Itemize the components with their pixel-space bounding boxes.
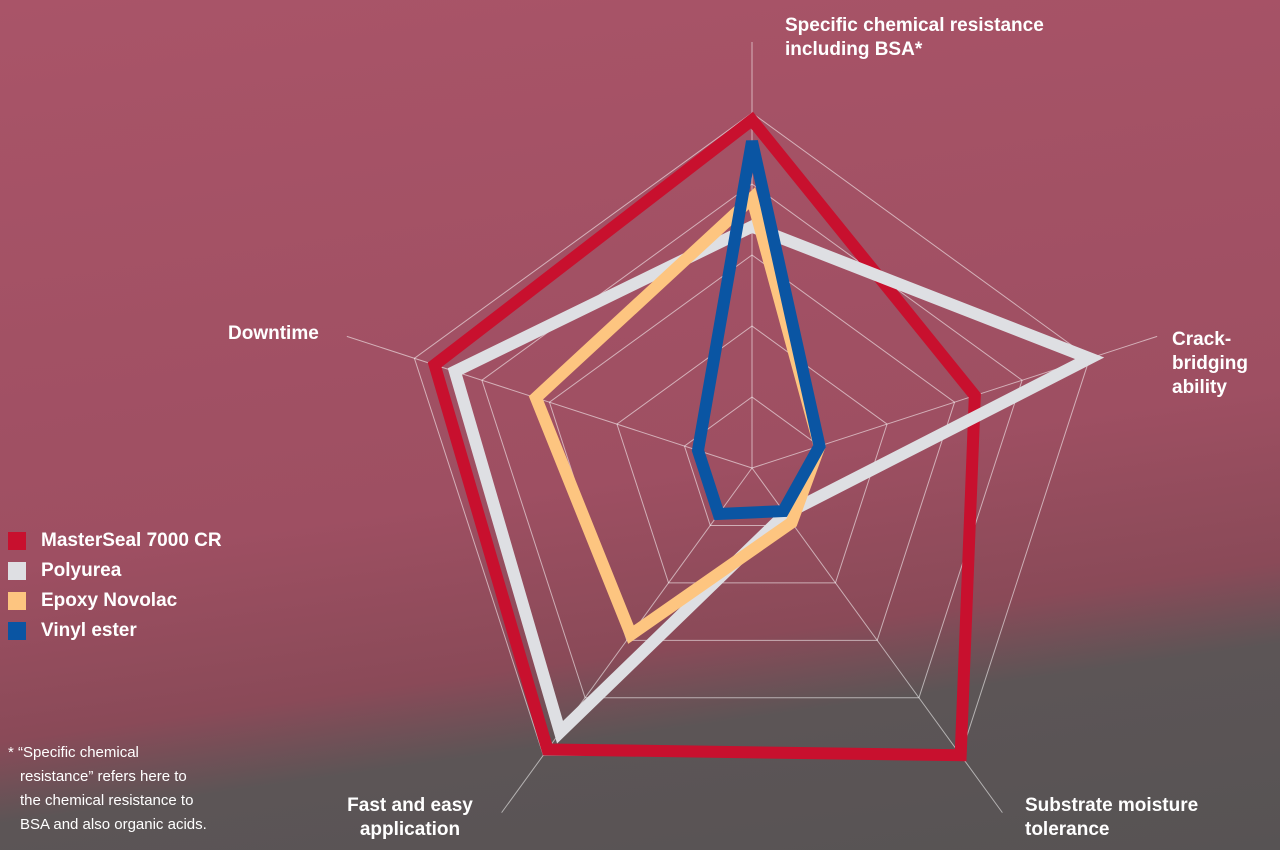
series-line	[691, 140, 826, 521]
axis-label: Crack-bridging ability	[1172, 329, 1248, 398]
grid-ring	[616, 325, 888, 584]
spoke	[346, 335, 753, 469]
legend-item: MasterSeal 7000 CR	[8, 526, 222, 556]
legend-item: Epoxy Novolac	[8, 586, 222, 616]
grid-ring	[548, 254, 956, 641]
series-line	[427, 111, 981, 762]
legend-label: Vinyl ester	[41, 620, 137, 641]
legend-label: Epoxy Novolac	[41, 590, 178, 611]
legend-swatch	[8, 532, 26, 550]
legend-label: MasterSeal 7000 CR	[41, 530, 222, 551]
axis-label: Downtime	[228, 323, 319, 344]
legend-swatch	[8, 592, 26, 610]
axis-label: Specific chemical resistance including B…	[785, 15, 1044, 60]
legend-item: Polyurea	[8, 556, 222, 586]
footnote: * “Specific chemical resistance” refers …	[8, 744, 207, 833]
legend: MasterSeal 7000 CR Polyurea Epoxy Novolac V…	[8, 526, 222, 646]
legend-label: Polyurea	[41, 560, 122, 581]
legend-swatch	[8, 562, 26, 580]
series-line	[447, 220, 1105, 744]
legend-item: Vinyl ester	[8, 616, 222, 646]
legend-swatch	[8, 622, 26, 640]
axis-label: Substrate moisture tolerance	[1025, 795, 1199, 840]
axis-label: Fast and easy application	[347, 795, 473, 840]
grid-ring	[481, 183, 1023, 699]
